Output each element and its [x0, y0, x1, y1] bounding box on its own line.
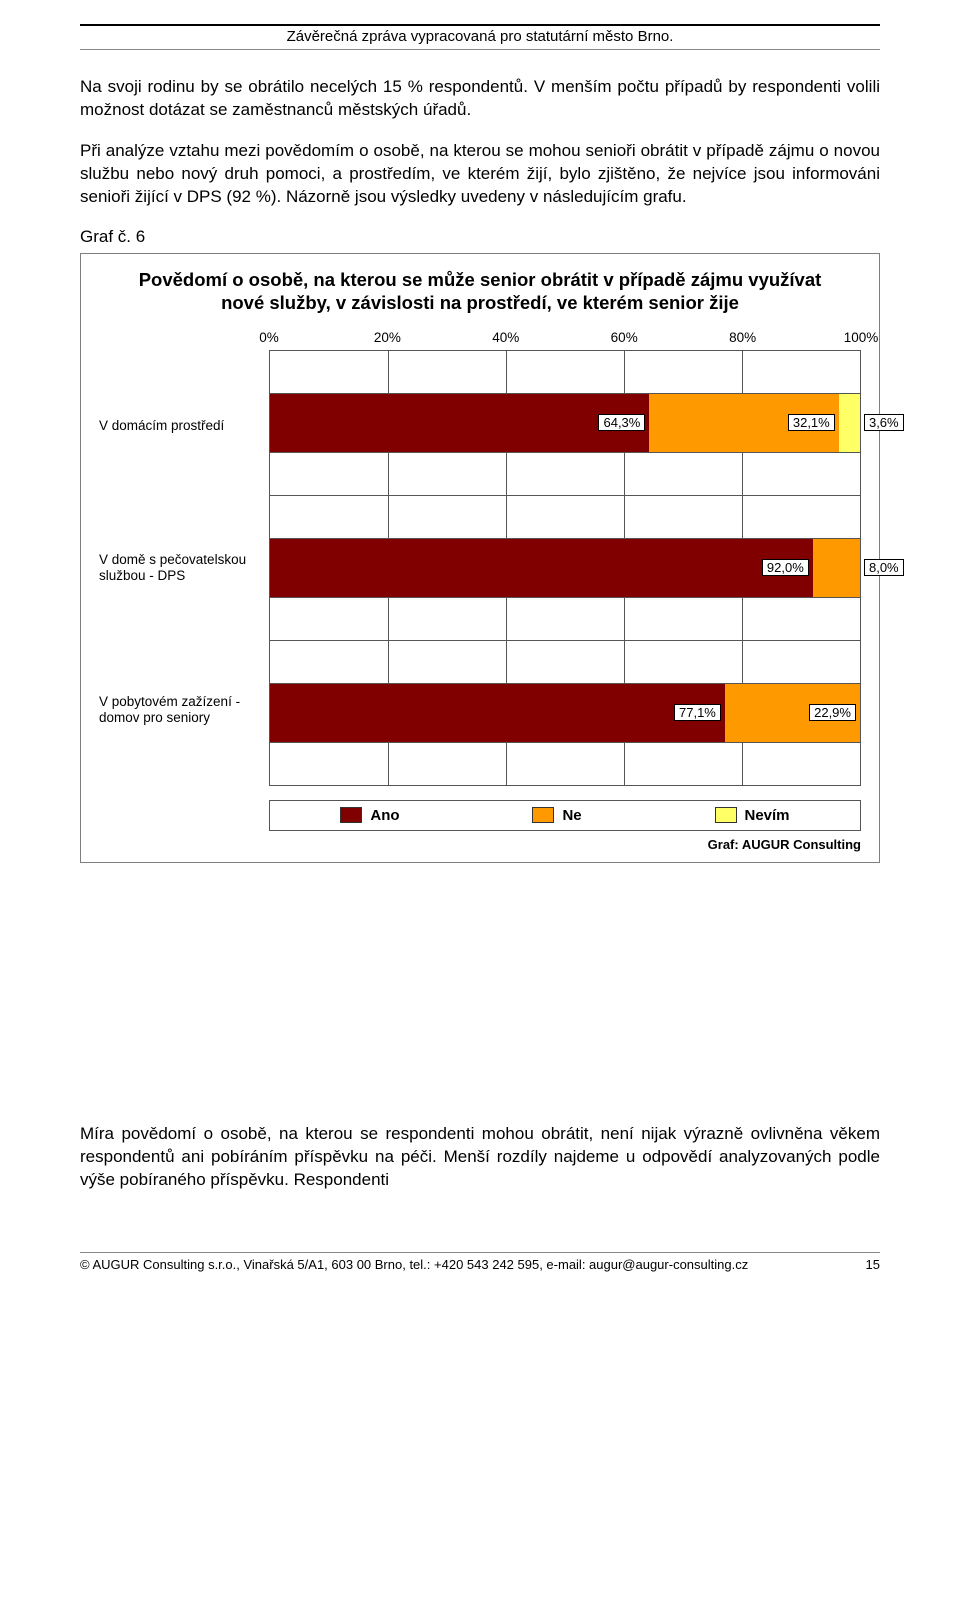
x-tick-label: 100% [844, 330, 879, 345]
y-label-slot: V domě s pečovatelskou službou - DPS [99, 539, 261, 597]
top-rule [80, 24, 880, 26]
page-footer: © AUGUR Consulting s.r.o., Vinařská 5/A1… [80, 1252, 880, 1272]
bar-value-label: 77,1% [674, 704, 721, 721]
x-tick-label: 0% [259, 330, 279, 345]
category-label: V domácím prostředí [99, 418, 224, 434]
paragraph-1: Na svoji rodinu by se obrátilo necelých … [80, 76, 880, 122]
bar-segment: 32,1% [649, 394, 838, 452]
bar-value-label: 64,3% [598, 414, 645, 431]
bar: 77,1% 22,9% [270, 684, 860, 742]
y-label-slot [99, 739, 261, 781]
bar-value-label: 3,6% [864, 414, 904, 431]
running-header: Závěrečná zpráva vypracovaná pro statutá… [80, 28, 880, 50]
legend-spacer [99, 800, 269, 831]
legend-label-ano: Ano [370, 807, 399, 824]
y-label-slot: V domácím prostředí [99, 397, 261, 455]
legend-label-ne: Ne [562, 807, 581, 824]
category-label: V domě s pečovatelskou službou - DPS [99, 552, 261, 584]
legend-swatch-nevim [715, 807, 737, 823]
x-tick-label: 60% [611, 330, 638, 345]
bar: 64,3% 32,1%3,6% [270, 394, 860, 452]
bar-value-label: 92,0% [762, 559, 809, 576]
bar-slot: 92,0%8,0% [270, 538, 860, 597]
y-labels-column: V domácím prostředí V domě s pečovatelsko… [99, 350, 269, 786]
chart-title: Povědomí o osobě, na kterou se může seni… [99, 268, 861, 314]
x-tick-label: 20% [374, 330, 401, 345]
bar-slot: 77,1% 22,9% [270, 683, 860, 742]
legend-swatch-ne [532, 807, 554, 823]
chart-container: Povědomí o osobě, na kterou se může seni… [80, 253, 880, 863]
chart-caption-label: Graf č. 6 [80, 227, 880, 247]
bar-segment: 22,9% [725, 684, 860, 742]
bar-segment: 3,6% [839, 394, 860, 452]
bar-gap [270, 495, 860, 538]
legend-row: Ano Ne Nevím [99, 800, 861, 831]
bar-gap [270, 597, 860, 640]
legend-swatch-ano [340, 807, 362, 823]
y-label-slot [99, 455, 261, 497]
legend-item-ano: Ano [340, 807, 399, 824]
x-tick-label: 40% [492, 330, 519, 345]
bar-segment: 92,0% [270, 539, 813, 597]
chart-plot-area: 0%20%40%60%80%100% V domácím prostředíV … [99, 330, 861, 852]
legend-item-nevim: Nevím [715, 807, 790, 824]
bar-gap [270, 640, 860, 683]
bar-gap [270, 452, 860, 495]
document-page: Závěrečná zpráva vypracovaná pro statutá… [0, 0, 960, 1296]
x-tick-label: 80% [729, 330, 756, 345]
x-axis-spacer [99, 330, 269, 350]
y-label-slot [99, 639, 261, 681]
bar-segment: 77,1% [270, 684, 725, 742]
bar-slot: 64,3% 32,1%3,6% [270, 393, 860, 452]
bar-value-label: 8,0% [864, 559, 904, 576]
paragraph-3: Míra povědomí o osobě, na kterou se resp… [80, 1123, 880, 1192]
y-label-slot [99, 597, 261, 639]
legend-box: Ano Ne Nevím [269, 800, 861, 831]
bar-value-label: 22,9% [809, 704, 856, 721]
chart-credit: Graf: AUGUR Consulting [99, 837, 861, 852]
y-labels: V domácím prostředí V domě s pečovatelsko… [99, 355, 261, 781]
y-label-slot [99, 497, 261, 539]
legend-label-nevim: Nevím [745, 807, 790, 824]
footer-left: © AUGUR Consulting s.r.o., Vinařská 5/A1… [80, 1257, 748, 1272]
plot-column: 64,3% 32,1%3,6% 92,0%8,0% 77,1% 22,9% [269, 350, 861, 786]
bar-gap [270, 351, 860, 393]
legend-item-ne: Ne [532, 807, 581, 824]
x-axis-labels: 0%20%40%60%80%100% [269, 330, 861, 350]
vertical-spacer [80, 863, 880, 1123]
bar-gap [270, 742, 860, 785]
plot-frame: 64,3% 32,1%3,6% 92,0%8,0% 77,1% 22,9% [269, 350, 861, 786]
y-label-slot: V pobytovém zažízení - domov pro seniory [99, 681, 261, 739]
y-label-slot [99, 355, 261, 397]
bar-segment: 8,0% [813, 539, 860, 597]
bar: 92,0%8,0% [270, 539, 860, 597]
footer-line: © AUGUR Consulting s.r.o., Vinařská 5/A1… [80, 1252, 880, 1272]
bar-value-label: 32,1% [788, 414, 835, 431]
bar-segment: 64,3% [270, 394, 649, 452]
page-number: 15 [866, 1257, 880, 1272]
x-axis: 0%20%40%60%80%100% [99, 330, 861, 350]
paragraph-2: Při analýze vztahu mezi povědomím o osob… [80, 140, 880, 209]
plot-row: V domácím prostředí V domě s pečovatelsko… [99, 350, 861, 786]
category-label: V pobytovém zažízení - domov pro seniory [99, 694, 261, 726]
